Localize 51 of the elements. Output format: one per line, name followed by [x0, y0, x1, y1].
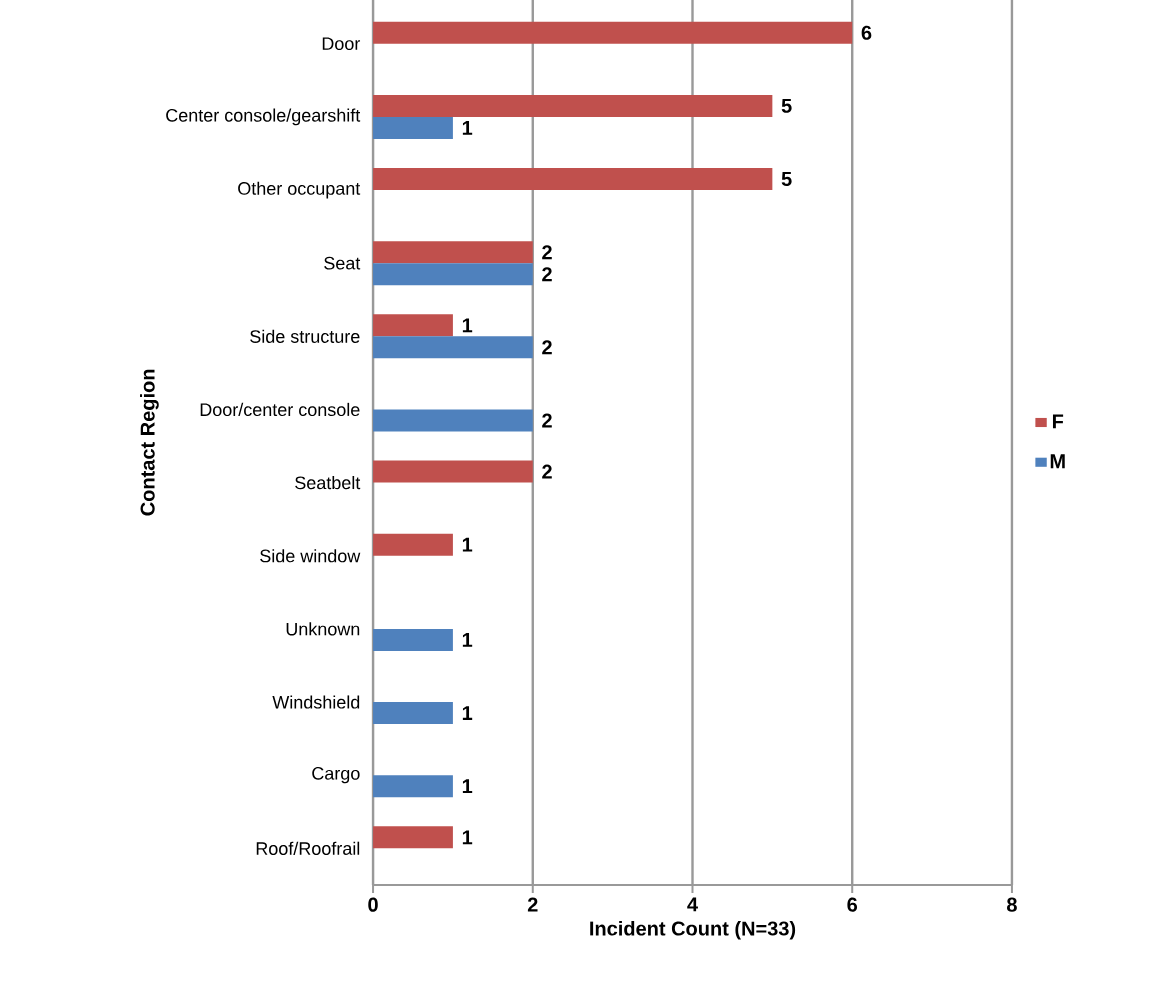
bar	[373, 241, 533, 264]
y-tick-label: Windshield	[272, 695, 360, 709]
x-tick-label: 4	[687, 897, 698, 912]
bar	[373, 826, 453, 849]
y-axis-title: Contact Region	[140, 369, 159, 516]
x-tick-label: 0	[368, 897, 378, 912]
data-label: 2	[542, 340, 552, 355]
legend-label: M	[1050, 454, 1065, 469]
data-label: 1	[462, 779, 473, 794]
data-label: 1	[462, 318, 473, 333]
bar	[373, 314, 453, 337]
bar	[373, 21, 853, 44]
data-label: 1	[462, 706, 473, 720]
bar	[373, 94, 773, 117]
data-label: 6	[861, 25, 872, 40]
data-label: 1	[462, 633, 473, 647]
y-tick-label: Center console/gearshift	[166, 108, 361, 126]
data-label: 2	[542, 413, 552, 428]
data-label: 1	[462, 537, 473, 552]
y-tick-label: Cargo	[312, 767, 360, 784]
data-label: 1	[462, 830, 473, 845]
data-label: 2	[542, 245, 552, 260]
y-tick-label: Other occupant	[238, 181, 361, 199]
data-label: 2	[542, 464, 552, 479]
bar	[373, 263, 533, 286]
bar	[373, 775, 453, 798]
bar	[373, 116, 453, 139]
x-axis-title: Incident Count (N=33)	[590, 920, 796, 940]
bar	[373, 628, 453, 651]
bar	[373, 168, 773, 191]
bar	[373, 336, 533, 359]
y-tick-label: Seat	[324, 256, 361, 270]
bar	[373, 460, 533, 483]
y-tick-label: Seatbelt	[295, 476, 361, 490]
x-tick-label: 8	[1007, 897, 1017, 912]
y-tick-label: Roof/Roofrail	[256, 841, 360, 855]
y-tick-label: Side structure	[250, 329, 360, 343]
x-tick-label: 6	[847, 897, 858, 912]
data-label: 5	[781, 98, 792, 113]
x-tick-label: 2	[527, 897, 538, 912]
bar	[373, 533, 453, 556]
y-tick-label: Unknown	[286, 622, 360, 636]
bar	[373, 409, 533, 432]
data-label: 2	[542, 267, 552, 282]
y-tick-label: Door	[322, 37, 361, 51]
y-tick-label: Side window	[260, 549, 361, 563]
y-tick-label: Door/center console	[200, 402, 360, 417]
data-label: 5	[781, 172, 792, 187]
bar	[373, 702, 453, 725]
data-label: 1	[462, 121, 473, 135]
legend-label: F	[1052, 414, 1064, 429]
